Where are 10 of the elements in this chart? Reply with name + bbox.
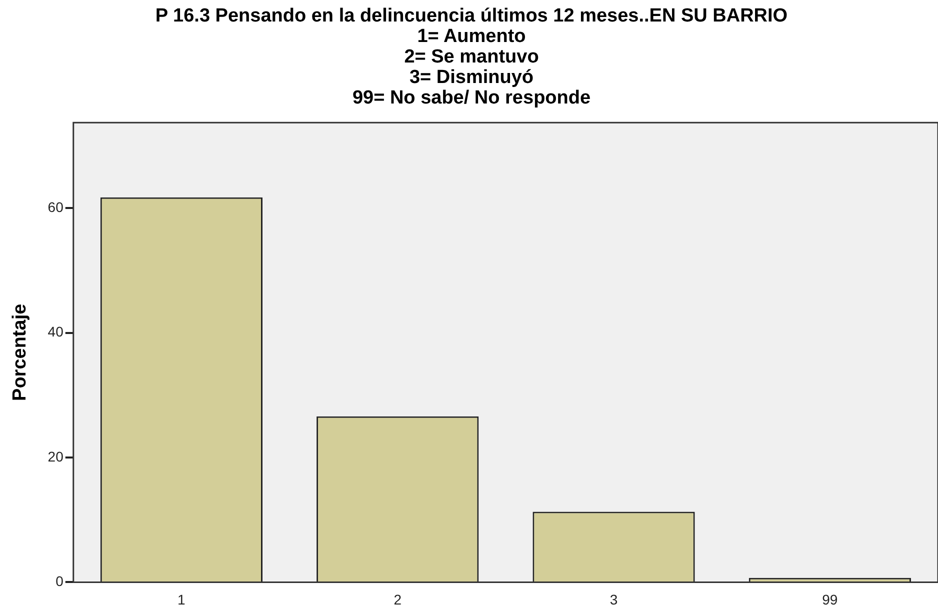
y-tick-label: 60 — [48, 198, 64, 215]
y-tick-label: 0 — [56, 573, 64, 590]
x-tick-label: 1 — [178, 591, 186, 608]
chart-title: P 16.3 Pensando en la delincuencia últimos 12 meses..EN SU BARRIO 1= Aumento 2= Se mantuvo 3= Disminuyó 99= No sabe/ No responde — [155, 5, 788, 109]
y-axis-title: Porcentaje — [10, 304, 31, 401]
x-tick-label: 3 — [610, 591, 618, 608]
x-tick-label: 99 — [822, 591, 838, 608]
x-tick-label: 2 — [394, 591, 402, 608]
y-tick-label: 20 — [48, 448, 64, 464]
y-tick-label: 40 — [48, 324, 64, 340]
